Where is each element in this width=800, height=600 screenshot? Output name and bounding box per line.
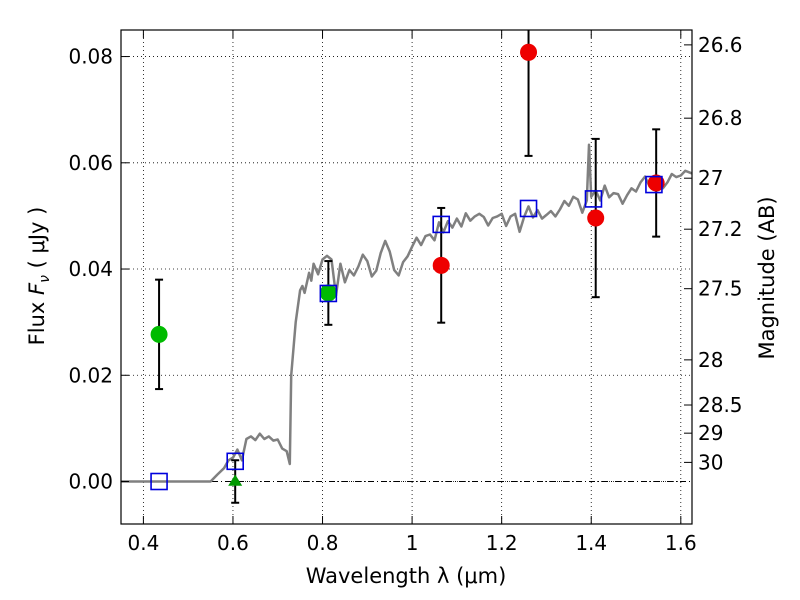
data-point-triangle xyxy=(228,474,243,486)
y-axis-label-symbol: F xyxy=(25,282,49,295)
data-point-square xyxy=(319,284,338,303)
data-point-circle xyxy=(520,43,538,61)
data-point-circle xyxy=(319,284,337,302)
data-point-circle xyxy=(647,174,665,192)
y-tick-label: 0.02 xyxy=(68,363,113,387)
right-tick-label: 29 xyxy=(698,421,723,445)
x-tick-label: 0.4 xyxy=(127,531,159,555)
data-point-square xyxy=(150,472,168,491)
right-tick-label: 26.6 xyxy=(698,33,743,57)
right-tick-labels: 26.6 26.8 27 27.2 27.5 28 28.5 29 30 xyxy=(698,33,743,475)
data-markers xyxy=(150,43,665,491)
x-axis-label: Wavelength λ (μm) xyxy=(306,564,507,588)
right-axis-label: Magnitude (AB) xyxy=(755,196,779,359)
x-tick-label: 1 xyxy=(406,531,419,555)
x-tick-label: 1.4 xyxy=(575,531,607,555)
data-point-square xyxy=(226,452,244,471)
x-tick-label: 0.6 xyxy=(217,531,249,555)
x-tick-label: 0.8 xyxy=(307,531,339,555)
data-point-square xyxy=(519,199,538,218)
plot-frame xyxy=(120,29,693,525)
y-axis-label-subscript: ν xyxy=(37,275,53,283)
y-tick-labels: 0.00 0.02 0.04 0.06 0.08 xyxy=(68,45,113,494)
right-tick-label: 27.2 xyxy=(698,217,743,241)
data-point-circle xyxy=(432,256,450,274)
right-tick-label: 27.5 xyxy=(698,277,743,301)
y-tick-label: 0.06 xyxy=(68,151,113,175)
y-axis-label-prefix: Flux xyxy=(25,295,49,345)
y-tick-label: 0.00 xyxy=(68,470,113,494)
right-tick-label: 26.8 xyxy=(698,106,743,130)
right-tick-label: 27 xyxy=(698,166,723,190)
y-tick-label: 0.08 xyxy=(68,45,113,69)
y-axis-label: Flux Fν ( μJy ) xyxy=(25,207,53,346)
data-point-square xyxy=(432,215,451,234)
right-tick-label: 28.5 xyxy=(698,393,743,417)
x-tick-label: 1.6 xyxy=(665,531,697,555)
data-point-circle xyxy=(150,325,168,343)
data-point-square xyxy=(584,190,603,208)
right-tick-label: 28 xyxy=(698,348,723,372)
x-tick-labels: 0.4 0.6 0.8 1 1.2 1.4 1.6 xyxy=(127,531,696,555)
data-point-square xyxy=(645,175,663,194)
ticks xyxy=(121,30,692,524)
y-tick-label: 0.04 xyxy=(68,257,113,281)
x-tick-label: 1.2 xyxy=(486,531,518,555)
y-axis-label-unit: ( μJy ) xyxy=(25,207,49,275)
right-tick-label: 30 xyxy=(698,450,723,474)
data-point-circle xyxy=(587,209,605,227)
